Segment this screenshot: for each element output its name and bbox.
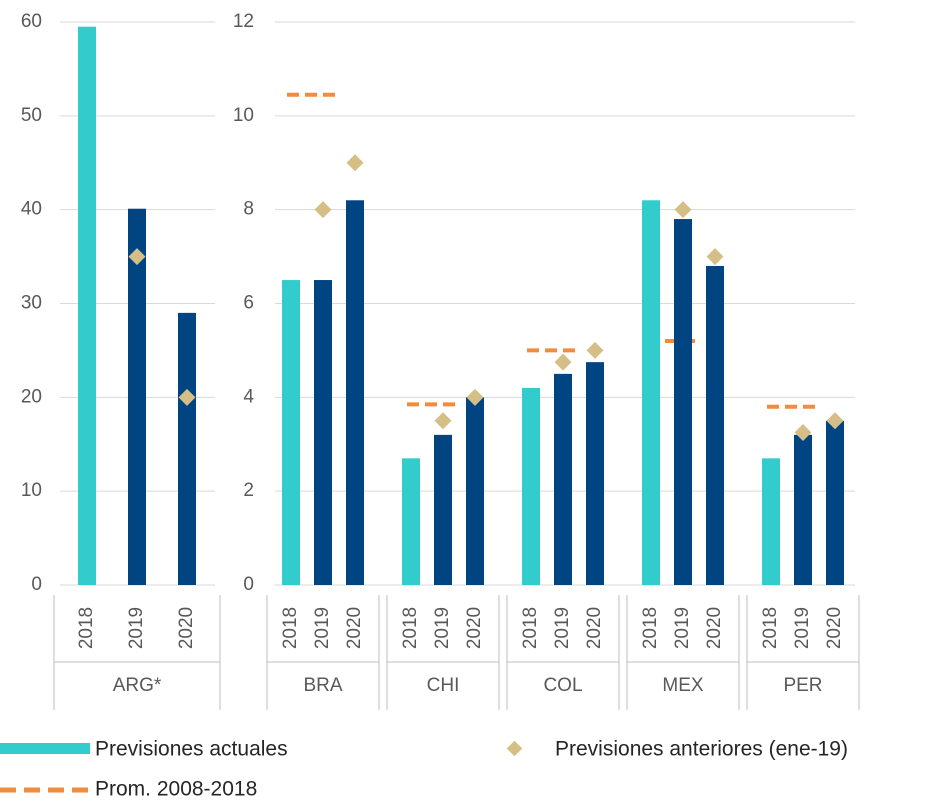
x-tick-label: 2020: [344, 607, 365, 649]
x-tick-label: 2019: [552, 607, 573, 649]
marker: [826, 412, 844, 430]
marker: [178, 388, 196, 406]
marker: [314, 201, 332, 219]
x-tick-label: 2020: [176, 607, 197, 649]
y-tick-label: 20: [21, 386, 42, 407]
group-label: PER: [783, 675, 822, 696]
bar: [282, 280, 300, 585]
legend-label: Previsiones actuales: [95, 738, 288, 761]
x-tick-label: 2018: [640, 607, 661, 649]
y-tick-label: 10: [21, 480, 42, 501]
y-tick-label: 8: [243, 199, 254, 220]
bar: [762, 458, 780, 585]
x-tick-label: 2019: [432, 607, 453, 649]
marker: [794, 424, 812, 442]
marker: [554, 353, 572, 371]
bar: [314, 280, 332, 585]
x-tick-label: 2018: [400, 607, 421, 649]
legend-label: Prom. 2008-2018: [95, 778, 257, 801]
x-tick-label: 2018: [760, 607, 781, 649]
marker: [466, 388, 484, 406]
bar: [178, 312, 196, 585]
marker: [346, 154, 364, 172]
group-label: ARG*: [113, 675, 162, 696]
y-tick-label: 40: [21, 199, 42, 220]
x-tick-label: 2020: [824, 607, 845, 649]
x-tick-label: 2019: [312, 607, 333, 649]
x-tick-label: 2018: [280, 607, 301, 649]
y-tick-label: 6: [243, 293, 254, 314]
marker: [586, 341, 604, 359]
group-label: COL: [543, 675, 582, 696]
y-tick-label: 0: [243, 574, 254, 595]
x-tick-label: 2020: [584, 607, 605, 649]
legend-label: Previsiones anteriores (ene-19): [555, 738, 848, 761]
group-label: CHI: [427, 675, 460, 696]
x-tick-label: 2018: [520, 607, 541, 649]
bar: [674, 219, 692, 586]
bar: [522, 387, 540, 585]
bar: [554, 373, 572, 585]
y-tick-label: 4: [243, 386, 254, 407]
x-tick-label: 2020: [704, 607, 725, 649]
marker: [706, 248, 724, 266]
y-tick-label: 12: [233, 11, 254, 32]
group-label: MEX: [662, 675, 704, 696]
y-tick-label: 0: [31, 574, 42, 595]
y-tick-label: 10: [233, 105, 254, 126]
bar: [466, 397, 484, 585]
x-tick-label: 2019: [672, 607, 693, 649]
group-label: BRA: [303, 675, 342, 696]
bar: [402, 458, 420, 585]
bar: [794, 434, 812, 585]
bar: [826, 420, 844, 585]
legend-swatch: [0, 743, 90, 754]
bar: [642, 200, 660, 586]
marker: [674, 201, 692, 219]
bar: [346, 200, 364, 586]
bar: [586, 362, 604, 585]
bar: [128, 208, 146, 585]
y-tick-label: 30: [21, 293, 42, 314]
bar: [78, 26, 96, 586]
x-tick-label: 2020: [464, 607, 485, 649]
y-tick-label: 2: [243, 480, 254, 501]
x-tick-label: 2019: [126, 607, 147, 649]
x-tick-label: 2019: [792, 607, 813, 649]
marker: [434, 412, 452, 430]
y-tick-label: 50: [21, 105, 42, 126]
bar: [706, 265, 724, 585]
y-tick-label: 60: [21, 11, 42, 32]
x-tick-label: 2018: [76, 607, 97, 649]
legend-swatch: [506, 740, 523, 757]
bar: [434, 434, 452, 585]
marker: [128, 248, 146, 266]
